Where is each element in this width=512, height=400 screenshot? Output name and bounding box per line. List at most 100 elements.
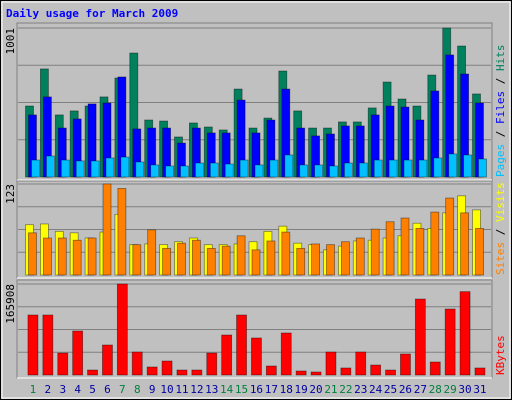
bar <box>355 351 367 376</box>
x-tick-label: 11 <box>175 383 188 396</box>
bar <box>281 231 291 276</box>
bar <box>265 365 277 376</box>
bar <box>57 352 69 376</box>
x-tick-label: 17 <box>265 383 278 396</box>
x-tick-label: 20 <box>309 383 322 396</box>
bar <box>325 351 337 376</box>
legend-entry: Sites <box>494 242 507 275</box>
x-tick-label: 10 <box>160 383 173 396</box>
bar <box>418 159 428 178</box>
bar <box>60 159 70 178</box>
x-tick-label: 13 <box>205 383 218 396</box>
bar <box>116 283 128 376</box>
y-tick-label: 123 <box>4 184 17 204</box>
bar <box>221 245 231 276</box>
x-tick-label: 31 <box>473 383 486 396</box>
bar <box>147 229 157 276</box>
x-tick-label: 24 <box>369 383 383 396</box>
bar <box>31 159 40 178</box>
x-tick-label: 27 <box>414 383 427 396</box>
bar <box>370 364 382 376</box>
bar <box>75 160 85 178</box>
bar <box>42 314 54 376</box>
x-tick-label: 8 <box>134 383 141 396</box>
bar <box>430 211 440 276</box>
bar <box>280 332 292 376</box>
bar <box>373 159 383 178</box>
bar <box>403 159 413 178</box>
bar <box>463 154 473 178</box>
bar <box>433 157 443 178</box>
bar <box>191 239 201 276</box>
bar <box>448 153 458 178</box>
y-tick-label: 165908 <box>4 284 17 324</box>
x-tick-label: 6 <box>104 383 111 396</box>
x-tick-label: 4 <box>74 383 81 396</box>
bar <box>266 240 276 276</box>
bar <box>180 165 189 178</box>
bar <box>340 367 352 376</box>
x-tick-label: 21 <box>324 383 337 396</box>
bar <box>206 352 218 376</box>
bar <box>177 242 186 276</box>
bar <box>459 291 471 376</box>
x-tick-label: 23 <box>354 383 367 396</box>
legend: Sites / Visits <box>494 182 507 275</box>
bar <box>191 369 203 376</box>
bar <box>206 247 216 276</box>
bar <box>400 353 411 376</box>
x-tick-label: 29 <box>444 383 457 396</box>
bar <box>102 183 112 276</box>
bar <box>385 369 396 376</box>
y-tick-label: 1001 <box>4 28 17 55</box>
bar <box>296 247 306 276</box>
bar <box>236 314 247 376</box>
x-tick-label: 25 <box>384 383 397 396</box>
x-tick-label: 9 <box>149 383 156 396</box>
bar <box>57 237 67 276</box>
bar <box>72 330 84 376</box>
x-tick-label: 26 <box>399 383 412 396</box>
x-tick-label: 3 <box>59 383 66 396</box>
bar <box>340 241 350 276</box>
x-tick-label: 19 <box>295 383 308 396</box>
x-tick-label: 5 <box>89 383 96 396</box>
bar <box>445 197 455 276</box>
x-tick-label: 30 <box>458 383 471 396</box>
bar <box>414 298 426 376</box>
bar <box>165 165 175 178</box>
bar <box>311 243 321 276</box>
bar <box>400 217 410 276</box>
legend-entry: Visits <box>494 182 507 222</box>
bar <box>370 228 380 276</box>
x-tick-label: 15 <box>235 383 248 396</box>
x-tick-label: 28 <box>429 383 442 396</box>
x-tick-label: 16 <box>250 383 263 396</box>
x-tick-label: 7 <box>119 383 126 396</box>
bar <box>46 155 55 178</box>
bar <box>329 165 338 178</box>
bar <box>355 237 365 276</box>
bar <box>120 156 130 178</box>
x-tick-label: 18 <box>280 383 293 396</box>
bar <box>478 158 487 178</box>
legend-entry: Hits <box>494 45 507 72</box>
bar <box>251 249 261 276</box>
bar <box>429 361 441 376</box>
legend-entry: Pages <box>494 144 507 177</box>
bar <box>72 239 82 276</box>
legend: KBytes <box>494 335 507 375</box>
bar <box>310 371 322 376</box>
bar <box>102 344 113 376</box>
bar <box>105 157 115 178</box>
bar <box>131 351 143 376</box>
bar <box>150 164 160 178</box>
bar <box>444 308 456 376</box>
bar <box>117 188 127 276</box>
bar <box>87 237 97 276</box>
bar <box>28 232 37 276</box>
bar <box>284 154 294 178</box>
bar <box>326 244 335 276</box>
